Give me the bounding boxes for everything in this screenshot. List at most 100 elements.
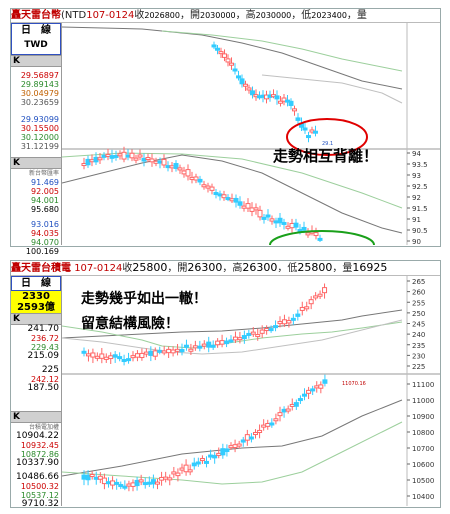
axis-tick-label: 10700 — [412, 445, 434, 453]
candle-body — [179, 467, 185, 471]
sub-value: 10932.45 — [20, 441, 59, 450]
high-value: 2030000 — [255, 11, 292, 20]
candle-body — [268, 328, 274, 332]
axis-tick-label: 92.5 — [412, 183, 428, 191]
candle-body — [169, 165, 175, 169]
candle-body — [314, 385, 320, 389]
candle-body — [170, 349, 176, 354]
candle-body — [114, 481, 120, 485]
candle-body — [113, 154, 119, 158]
ntd-symbol: (NTD — [61, 10, 87, 21]
candle-body — [313, 295, 319, 299]
candle-body — [205, 185, 211, 189]
candle-body — [224, 340, 230, 345]
axis-tick-label: 11000 — [412, 397, 434, 405]
sub-value: 10904.22 — [16, 431, 59, 441]
candle-body — [313, 232, 319, 237]
candle-body — [145, 157, 151, 161]
candle-body — [306, 135, 311, 139]
candle-body — [265, 422, 271, 427]
divergence-annotation: 走勢相互背離！ — [273, 147, 379, 165]
candle-body — [304, 306, 310, 310]
candle-body — [219, 340, 225, 345]
candle-body — [126, 358, 132, 362]
candle-body — [255, 334, 261, 338]
candle-body — [146, 481, 152, 485]
axis-tick-label: 10900 — [412, 413, 434, 421]
candle-body — [253, 207, 259, 211]
high-label: 高 — [245, 10, 256, 21]
candle-body — [161, 350, 167, 354]
candle-body — [165, 165, 171, 169]
tsmc-candlestick-chart: 11070.16 265 260 255 250 245 240 235 230 225 111… — [62, 276, 440, 506]
candle-body — [285, 225, 291, 229]
candle-body — [228, 339, 234, 343]
candle-body — [305, 232, 311, 236]
open-value: 26300 — [187, 261, 223, 274]
candle-body — [81, 350, 87, 354]
ma-value: 236.72 — [31, 334, 59, 343]
candle-body — [245, 203, 251, 209]
ntd-quote-header: 矗天雷台幣(NTD107-0124收2026800，開2030000，高2030… — [11, 9, 440, 23]
candle-body — [232, 68, 238, 72]
candle-body — [281, 319, 287, 325]
candle-body — [117, 356, 123, 360]
axis-tick-label: 245 — [412, 321, 425, 329]
tsmc-date-code: 107-0124 — [74, 263, 123, 274]
candle-body — [134, 479, 140, 487]
sub-value: 10872.86 — [20, 450, 59, 459]
candle-body — [295, 313, 301, 317]
candle-body — [213, 192, 219, 196]
candle-body — [137, 154, 143, 158]
candle-body — [302, 393, 307, 397]
candle-body — [112, 354, 118, 358]
axis-tick-label: 255 — [412, 299, 425, 307]
low-tag: 29.1 — [322, 141, 333, 147]
sub-value: 95.680 — [31, 205, 59, 214]
close-label: 收 — [134, 10, 145, 21]
candle-body — [237, 337, 243, 341]
period-box[interactable]: 日 線 TWD — [11, 23, 61, 55]
axis-tick-label: 93.5 — [412, 161, 428, 169]
candle-body — [181, 170, 187, 175]
ma-line — [62, 26, 403, 90]
ntd-candlestick-chart: 29.1 94 93.5 93 92.5 92 91.5 91 90.5 90 — [62, 23, 440, 245]
candle-body — [138, 479, 144, 483]
k-value: 242.12 — [31, 375, 59, 384]
candle-body — [101, 154, 107, 158]
currency-label: TWD — [24, 40, 48, 50]
ntd-chart-panel: 矗天雷台幣(NTD107-0124收2026800，開2030000，高2030… — [10, 8, 441, 256]
candle-body — [236, 443, 242, 447]
volume-label: 量 — [342, 263, 353, 274]
candle-body — [109, 155, 115, 159]
candle-body — [306, 389, 312, 394]
ntd-date-code: 107-0124 — [86, 10, 135, 21]
tsmc-price-axis: 265 260 255 250 245 240 235 230 225 — [407, 278, 425, 371]
low-label: 低 — [301, 10, 312, 21]
candle-body — [159, 476, 165, 481]
candle-body — [246, 332, 252, 336]
candle-body — [289, 222, 295, 229]
candle-body — [201, 343, 207, 347]
k-value: 30.15500 — [20, 124, 59, 133]
candle-body — [221, 194, 227, 199]
candle-body — [317, 237, 323, 241]
candle-body — [157, 160, 163, 164]
axis-tick-label: 10800 — [412, 429, 434, 437]
candle-body — [188, 348, 194, 352]
candle-body — [269, 218, 275, 222]
high-label: 高 — [232, 263, 243, 274]
candle-body — [228, 445, 234, 449]
candle-body — [163, 476, 169, 480]
k-value: 29.93099 — [20, 115, 59, 124]
candle-body — [257, 209, 263, 218]
candle-body — [269, 422, 275, 426]
ma-line — [62, 319, 403, 355]
candle-body — [197, 345, 203, 349]
candle-body — [215, 340, 221, 346]
close-value: 25800 — [132, 261, 168, 274]
candle-body — [150, 479, 156, 485]
candle-body — [179, 348, 185, 353]
period-box[interactable]: 日 線 — [11, 276, 61, 291]
candle-body — [153, 160, 159, 164]
